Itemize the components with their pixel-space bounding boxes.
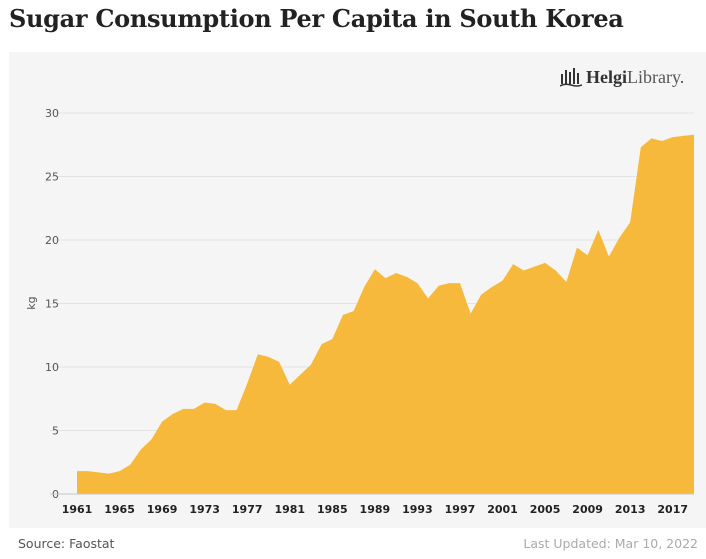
data-point	[650, 137, 652, 139]
data-point	[310, 363, 312, 365]
data-point	[427, 297, 429, 299]
data-point	[129, 464, 131, 466]
data-point	[640, 146, 642, 148]
last-updated: Last Updated: Mar 10, 2022	[523, 536, 698, 551]
data-point	[97, 471, 99, 473]
x-tick-label: 1985	[317, 503, 348, 516]
data-point	[523, 269, 525, 271]
data-point	[331, 338, 333, 340]
data-point	[597, 229, 599, 231]
page-title: Sugar Consumption Per Capita in South Ko…	[9, 4, 624, 33]
data-point	[576, 246, 578, 248]
x-tick-label: 2017	[657, 503, 688, 516]
x-tick-label: 1973	[189, 503, 220, 516]
x-tick-label: 1969	[147, 503, 178, 516]
data-point	[629, 221, 631, 223]
x-tick-label: 1993	[402, 503, 433, 516]
data-point	[278, 361, 280, 363]
x-tick-label: 1981	[274, 503, 305, 516]
data-point	[363, 286, 365, 288]
data-point	[384, 277, 386, 279]
x-tick-label: 2009	[572, 503, 603, 516]
data-point	[448, 282, 450, 284]
helgi-library-logo: HelgiLibrary.	[560, 64, 684, 90]
data-point	[555, 269, 557, 271]
x-tick-label: 2005	[530, 503, 561, 516]
source-note: Source: Faostat	[18, 536, 115, 551]
y-axis-label: kg	[25, 296, 38, 309]
data-point	[203, 401, 205, 403]
data-point	[246, 382, 248, 384]
data-point	[352, 310, 354, 312]
data-point	[586, 254, 588, 256]
x-tick-label: 2013	[615, 503, 646, 516]
y-tick-label: 30	[45, 107, 59, 120]
y-tick-label: 20	[45, 234, 59, 247]
data-point	[395, 272, 397, 274]
data-point	[491, 286, 493, 288]
data-point	[225, 409, 227, 411]
data-point	[565, 281, 567, 283]
x-tick-label: 1989	[360, 503, 391, 516]
data-point	[214, 403, 216, 405]
logo-word-light: Library.	[627, 66, 685, 87]
data-point	[257, 353, 259, 355]
data-point	[118, 470, 120, 472]
x-tick-label: 1977	[232, 503, 263, 516]
data-point	[672, 136, 674, 138]
x-tick-label: 1961	[62, 503, 93, 516]
y-tick-label: 5	[52, 425, 59, 438]
data-point	[501, 279, 503, 281]
x-tick-label: 2001	[487, 503, 518, 516]
data-point	[235, 409, 237, 411]
data-point	[512, 263, 514, 265]
data-point	[682, 135, 684, 137]
data-point	[469, 312, 471, 314]
data-point	[608, 255, 610, 257]
data-point	[289, 384, 291, 386]
skyline-icon	[560, 68, 582, 87]
logo-word-bold: Helgi	[586, 66, 627, 87]
y-tick-label: 10	[45, 361, 59, 374]
data-point	[76, 470, 78, 472]
data-point	[299, 373, 301, 375]
data-point	[533, 265, 535, 267]
data-point	[618, 236, 620, 238]
data-point	[437, 285, 439, 287]
x-tick-label: 1965	[104, 503, 135, 516]
data-point	[544, 262, 546, 264]
y-tick-label: 15	[45, 298, 59, 311]
data-point	[193, 408, 195, 410]
data-point	[267, 356, 269, 358]
data-point	[416, 282, 418, 284]
data-point	[320, 343, 322, 345]
data-point	[374, 268, 376, 270]
data-point	[150, 438, 152, 440]
data-point	[172, 413, 174, 415]
data-point	[182, 408, 184, 410]
logo-wordmark: HelgiLibrary.	[586, 67, 684, 88]
y-tick-label: 25	[45, 171, 59, 184]
area-series-sugar-consumption	[77, 134, 694, 494]
data-point	[693, 133, 695, 135]
data-point	[108, 472, 110, 474]
data-point	[480, 293, 482, 295]
data-point	[342, 314, 344, 316]
x-tick-label: 1997	[445, 503, 476, 516]
data-point	[86, 470, 88, 472]
data-point	[661, 140, 663, 142]
data-point	[161, 420, 163, 422]
data-point	[140, 448, 142, 450]
data-point	[459, 282, 461, 284]
data-point	[406, 276, 408, 278]
